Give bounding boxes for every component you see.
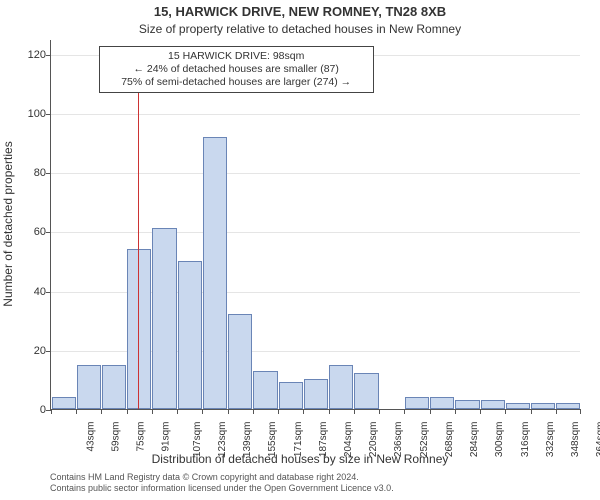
marker-line [138,80,139,409]
histogram-bar [228,314,252,409]
gridline [51,232,580,233]
y-tick-mark [46,351,51,352]
histogram-bar [455,400,479,409]
y-tick-mark [46,114,51,115]
x-tick-mark [278,409,279,414]
histogram-bar [556,403,580,409]
x-tick-mark [228,409,229,414]
x-tick-label: 300sqm [495,422,506,458]
histogram-bar [102,365,126,409]
histogram-bar [52,397,76,409]
x-tick-mark [531,409,532,414]
y-tick-label: 40 [16,286,46,298]
x-tick-mark [76,409,77,414]
x-tick-label: 220sqm [368,422,379,458]
x-tick-label: 204sqm [343,422,354,458]
annotation-line: ← 24% of detached houses are smaller (87… [106,63,367,76]
chart-figure: 15, HARWICK DRIVE, NEW ROMNEY, TN28 8XB … [0,0,600,500]
x-tick-label: 107sqm [192,422,203,458]
x-tick-label: 236sqm [394,422,405,458]
y-tick-label: 120 [16,49,46,61]
histogram-bar [152,228,176,409]
x-tick-label: 59sqm [110,422,121,452]
x-tick-label: 316sqm [520,422,531,458]
x-tick-mark [379,409,380,414]
x-tick-label: 332sqm [545,422,556,458]
x-tick-mark [505,409,506,414]
x-tick-label: 91sqm [161,422,172,452]
y-tick-label: 80 [16,167,46,179]
y-tick-label: 20 [16,345,46,357]
x-tick-mark [480,409,481,414]
histogram-bar [77,365,101,409]
x-tick-mark [51,409,52,414]
y-axis-label: Number of detached properties [1,39,15,409]
x-tick-label: 364sqm [595,422,600,458]
x-tick-mark [303,409,304,414]
histogram-bar [354,373,378,409]
x-tick-label: 171sqm [293,422,304,458]
histogram-bar [279,382,303,409]
x-tick-mark [556,409,557,414]
histogram-bar [481,400,505,409]
chart-title: 15, HARWICK DRIVE, NEW ROMNEY, TN28 8XB [0,4,600,19]
attribution-line: Contains public sector information licen… [50,483,580,494]
histogram-bar [506,403,530,409]
y-tick-label: 0 [16,404,46,416]
y-tick-mark [46,232,51,233]
x-tick-label: 123sqm [217,422,228,458]
x-tick-label: 155sqm [267,422,278,458]
gridline [51,173,580,174]
y-tick-label: 60 [16,226,46,238]
x-tick-label: 139sqm [242,422,253,458]
x-tick-mark [177,409,178,414]
y-tick-mark [46,292,51,293]
attribution-line: Contains HM Land Registry data © Crown c… [50,472,580,483]
x-tick-mark [354,409,355,414]
histogram-bar [304,379,328,409]
y-tick-label: 100 [16,108,46,120]
histogram-bar [253,371,277,409]
attribution-text: Contains HM Land Registry data © Crown c… [50,472,580,495]
x-tick-label: 252sqm [419,422,430,458]
x-tick-label: 268sqm [444,422,455,458]
y-tick-mark [46,173,51,174]
x-tick-label: 348sqm [570,422,581,458]
y-axis-label-container: Number of detached properties [0,40,16,410]
x-tick-mark [127,409,128,414]
histogram-bar [405,397,429,409]
annotation-box: 15 HARWICK DRIVE: 98sqm← 24% of detached… [99,46,374,93]
x-tick-label: 187sqm [318,422,329,458]
annotation-line: 75% of semi-detached houses are larger (… [106,76,367,89]
x-tick-mark [253,409,254,414]
histogram-bar [178,261,202,409]
gridline [51,114,580,115]
x-tick-mark [455,409,456,414]
x-tick-mark [404,409,405,414]
histogram-bar [531,403,555,409]
y-tick-mark [46,55,51,56]
x-tick-mark [329,409,330,414]
x-tick-label: 75sqm [136,422,147,452]
x-tick-label: 284sqm [469,422,480,458]
x-tick-label: 43sqm [85,422,96,452]
histogram-bar [329,365,353,409]
x-tick-mark [580,409,581,414]
x-tick-mark [101,409,102,414]
plot-area: 15 HARWICK DRIVE: 98sqm← 24% of detached… [50,40,580,410]
chart-subtitle: Size of property relative to detached ho… [0,22,600,36]
annotation-line: 15 HARWICK DRIVE: 98sqm [106,50,367,63]
x-tick-mark [202,409,203,414]
histogram-bar [203,137,227,409]
x-tick-mark [430,409,431,414]
histogram-bar [430,397,454,409]
x-tick-mark [152,409,153,414]
